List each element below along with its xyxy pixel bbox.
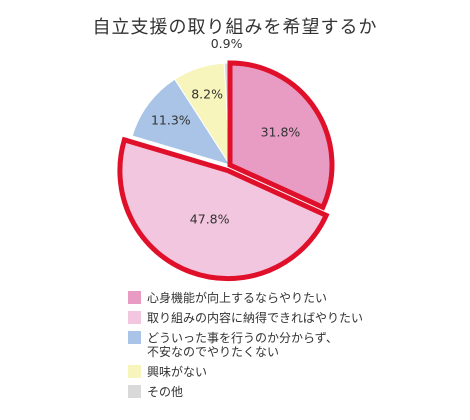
legend-label: どういった事を行うのか分からず、 不安なのでやりたくない: [147, 331, 338, 359]
legend-swatch: [128, 311, 141, 324]
chart-title: 自立支援の取り組みを希望するか: [92, 17, 378, 38]
legend-label-line: 心身機能が向上するならやりたい: [147, 291, 328, 305]
legend-swatch: [128, 291, 141, 304]
slice-highlight-outline-1: [227, 60, 335, 211]
legend: 心身機能が向上するならやりたい 取り組みの内容に納得できればやりたい どういった事を…: [128, 291, 363, 405]
legend-swatch: [128, 385, 141, 398]
legend-label: 心身機能が向上するならやりたい: [147, 291, 327, 305]
slice-label-4: 8.2%: [191, 87, 223, 102]
legend-item: 取り組みの内容に納得できればやりたい: [128, 311, 363, 325]
legend-item: どういった事を行うのか分からず、 不安なのでやりたくない: [128, 331, 363, 359]
slice-label-5: 0.9%: [211, 36, 243, 51]
legend-swatch: [128, 331, 141, 344]
legend-label-line: 興味がない: [147, 365, 208, 379]
legend-item: 心身機能が向上するならやりたい: [128, 291, 363, 305]
slice-label-1: 31.8%: [261, 125, 301, 140]
pie-chart: 31.8% 47.8% 11.3%8.2% 0.9%: [117, 36, 335, 282]
pie-slice-3: [131, 78, 232, 166]
legend-label: 取り組みの内容に納得できればやりたい: [147, 311, 363, 325]
legend-item: 興味がない: [128, 365, 363, 379]
legend-label-line: 不安なのでやりたくない: [147, 345, 280, 359]
legend-label-line: 取り組みの内容に納得できればやりたい: [147, 311, 364, 325]
legend-item: その他: [128, 385, 363, 399]
slice-highlight-outline-2: [117, 136, 330, 282]
slice-label-2: 47.8%: [190, 211, 230, 226]
legend-label-line: その他: [147, 385, 184, 399]
legend-label: 興味がない: [147, 365, 207, 379]
slice-label-3: 11.3%: [151, 113, 191, 128]
legend-label: その他: [147, 385, 183, 399]
legend-label-line: どういった事を行うのか分からず、: [147, 331, 338, 345]
legend-swatch: [128, 365, 141, 378]
